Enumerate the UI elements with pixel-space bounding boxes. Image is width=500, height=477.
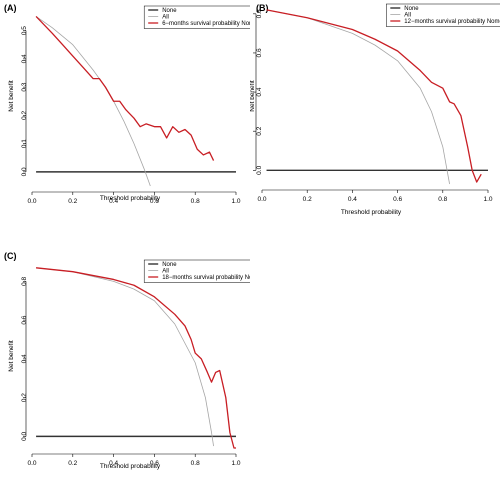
- y-tick-label: 0.1: [21, 139, 28, 148]
- series-line-all: [35, 16, 151, 187]
- chart-b: (B) 0.0 0.2 0.4 0.6 0.8 1.0 0.0 0.2 0.4 0.6 0.8 Thre…: [250, 3, 500, 216]
- panel-label: (B): [256, 3, 269, 13]
- chart-panel-b: (B) 0.0 0.2 0.4 0.6 0.8 1.0 0.0 0.2 0.4 0.6 0.8 Thre…: [250, 0, 500, 238]
- y-tick-label: 0.0: [256, 165, 263, 174]
- legend-entry-model: 12−months survival probability Nomogra: [404, 19, 500, 25]
- y-tick-label: 0.2: [21, 110, 28, 119]
- legend-entry-all: All: [162, 269, 169, 275]
- legend-box: [143, 259, 250, 283]
- panel-label: (A): [4, 3, 17, 13]
- chart-c: (C) 0.0 0.2 0.4 0.6 0.8 1.0 0.0 0.2 0.4 0.6 0.8 Thre…: [4, 251, 250, 470]
- panel-label: (C): [4, 251, 17, 261]
- legend-entry-none: None: [162, 262, 177, 268]
- y-tick-label: 0.5: [21, 26, 28, 35]
- y-axis-title: Net benefit: [8, 340, 15, 372]
- x-tick-label: 0.6: [150, 198, 159, 205]
- legend-box: [143, 5, 250, 29]
- y-tick-label: 0.2: [21, 393, 28, 402]
- legend-entry-model: 6−months survival probability Nomogra: [162, 21, 250, 27]
- legend-entry-none: None: [404, 6, 419, 12]
- y-tick-label: 0.4: [21, 354, 28, 363]
- y-tick-label: 0.4: [21, 54, 28, 63]
- x-tick-label: 1.0: [231, 460, 240, 467]
- x-tick-label: 0.2: [68, 198, 77, 205]
- chart-a: (A) 0.0 0.2 0.4 0.6 0.8 1.0 0.0 0.1 0.2 0.3 0.4 0.5 T…: [4, 3, 250, 205]
- y-axis-title: Net benefit: [8, 80, 15, 112]
- y-tick-label: 0.8: [256, 9, 263, 18]
- y-axis-title: Net benefit: [250, 80, 256, 112]
- series-line-all: [36, 267, 214, 447]
- x-tick-label: 1.0: [483, 196, 492, 203]
- y-tick-label: 0.2: [256, 126, 263, 135]
- y-tick-label: 0.0: [21, 431, 28, 440]
- x-tick-label: 0.0: [27, 198, 36, 205]
- x-tick-label: 0.6: [393, 196, 402, 203]
- series-line-model: [36, 267, 236, 449]
- x-tick-label: 0.0: [257, 196, 266, 203]
- x-tick-label: 1.0: [231, 198, 240, 205]
- series-line-model: [35, 16, 215, 161]
- y-tick-label: 0.4: [256, 87, 263, 96]
- x-tick-label: 0.6: [150, 460, 159, 467]
- x-tick-label: 0.4: [109, 198, 118, 205]
- x-tick-label: 0.8: [191, 460, 200, 467]
- chart-panel-a: (A) 0.0 0.2 0.4 0.6 0.8 1.0 0.0 0.1 0.2 0.3 0.4 0.5 T…: [0, 0, 250, 238]
- x-tick-label: 0.8: [191, 198, 200, 205]
- x-tick-label: 0.4: [348, 196, 357, 203]
- x-axis-title: Threshold probability: [341, 209, 402, 216]
- x-tick-label: 0.4: [109, 460, 118, 467]
- legend-entry-none: None: [162, 8, 177, 14]
- legend-box: [386, 3, 500, 27]
- x-tick-label: 0.2: [303, 196, 312, 203]
- x-tick-label: 0.8: [438, 196, 447, 203]
- y-tick-label: 0.6: [256, 48, 263, 57]
- series-line-model: [266, 9, 482, 183]
- legend-entry-all: All: [404, 13, 411, 19]
- series-line-all: [266, 9, 450, 185]
- legend-entry-model: 18−months survival probability Nomogra: [162, 275, 250, 281]
- legend-entry-all: All: [162, 15, 169, 21]
- chart-panel-c: (C) 0.0 0.2 0.4 0.6 0.8 1.0 0.0 0.2 0.4 0.6 0.8 Thre…: [0, 240, 250, 477]
- y-tick-label: 0.0: [21, 167, 28, 176]
- x-tick-label: 0.0: [27, 460, 36, 467]
- y-tick-label: 0.3: [21, 82, 28, 91]
- y-tick-label: 0.8: [21, 276, 28, 285]
- x-tick-label: 0.2: [68, 460, 77, 467]
- x-axis-title: Threshold probability: [100, 195, 161, 202]
- y-tick-label: 0.6: [21, 315, 28, 324]
- x-axis-title: Threshold probability: [100, 463, 161, 470]
